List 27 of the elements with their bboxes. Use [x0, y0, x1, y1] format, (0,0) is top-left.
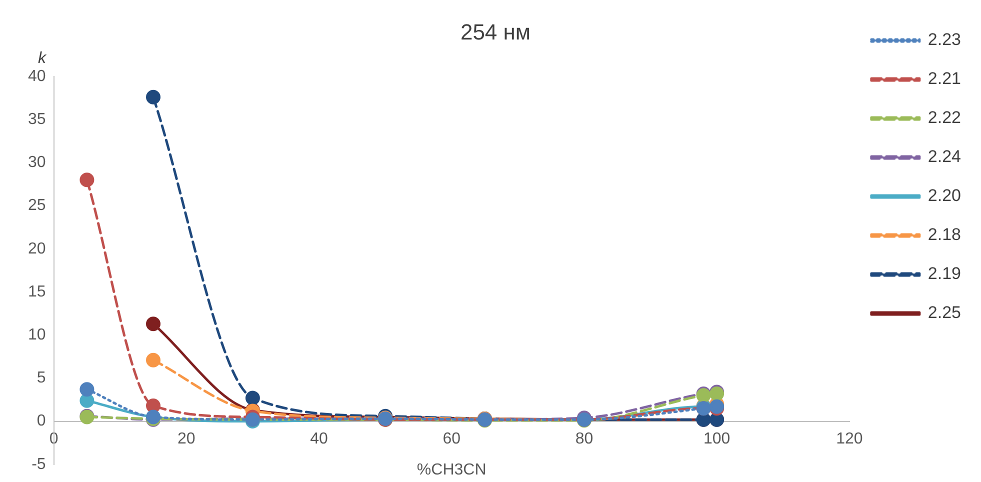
x-tick-label: 80: [575, 430, 594, 448]
y-tick-label: 30: [28, 154, 46, 172]
y-tick-label: 20: [28, 240, 46, 258]
y-tick-label: 35: [28, 110, 46, 128]
y-tick-label: 10: [28, 326, 46, 344]
y-tick-label: 0: [36, 412, 46, 430]
legend-label: 2.24: [928, 147, 962, 166]
y-tick-label: 5: [36, 370, 46, 387]
chart-title: 254 нм: [460, 19, 531, 44]
y-axis-title: k: [38, 50, 47, 67]
legend-label: 2.21: [928, 69, 962, 88]
legend-label: 2.25: [928, 303, 962, 322]
legend-label: 2.23: [928, 30, 962, 50]
x-tick-label: 120: [836, 430, 863, 448]
x-axis-title: %CH3CN: [416, 461, 486, 478]
legend-label: 2.19: [928, 264, 962, 284]
x-tick-label: 20: [178, 430, 196, 448]
legend-label: 2.18: [928, 225, 962, 244]
x-tick-label: 100: [703, 430, 730, 448]
y-tick-label: 15: [28, 283, 46, 300]
x-tick-label: 40: [310, 430, 328, 448]
y-tick-label: 25: [28, 197, 46, 214]
x-tick-label: 60: [442, 430, 461, 448]
y-tick-label: -5: [32, 456, 46, 473]
y-tick-label: 40: [28, 68, 46, 85]
legend-label: 2.22: [928, 108, 962, 128]
legend-label: 2.20: [928, 186, 962, 206]
